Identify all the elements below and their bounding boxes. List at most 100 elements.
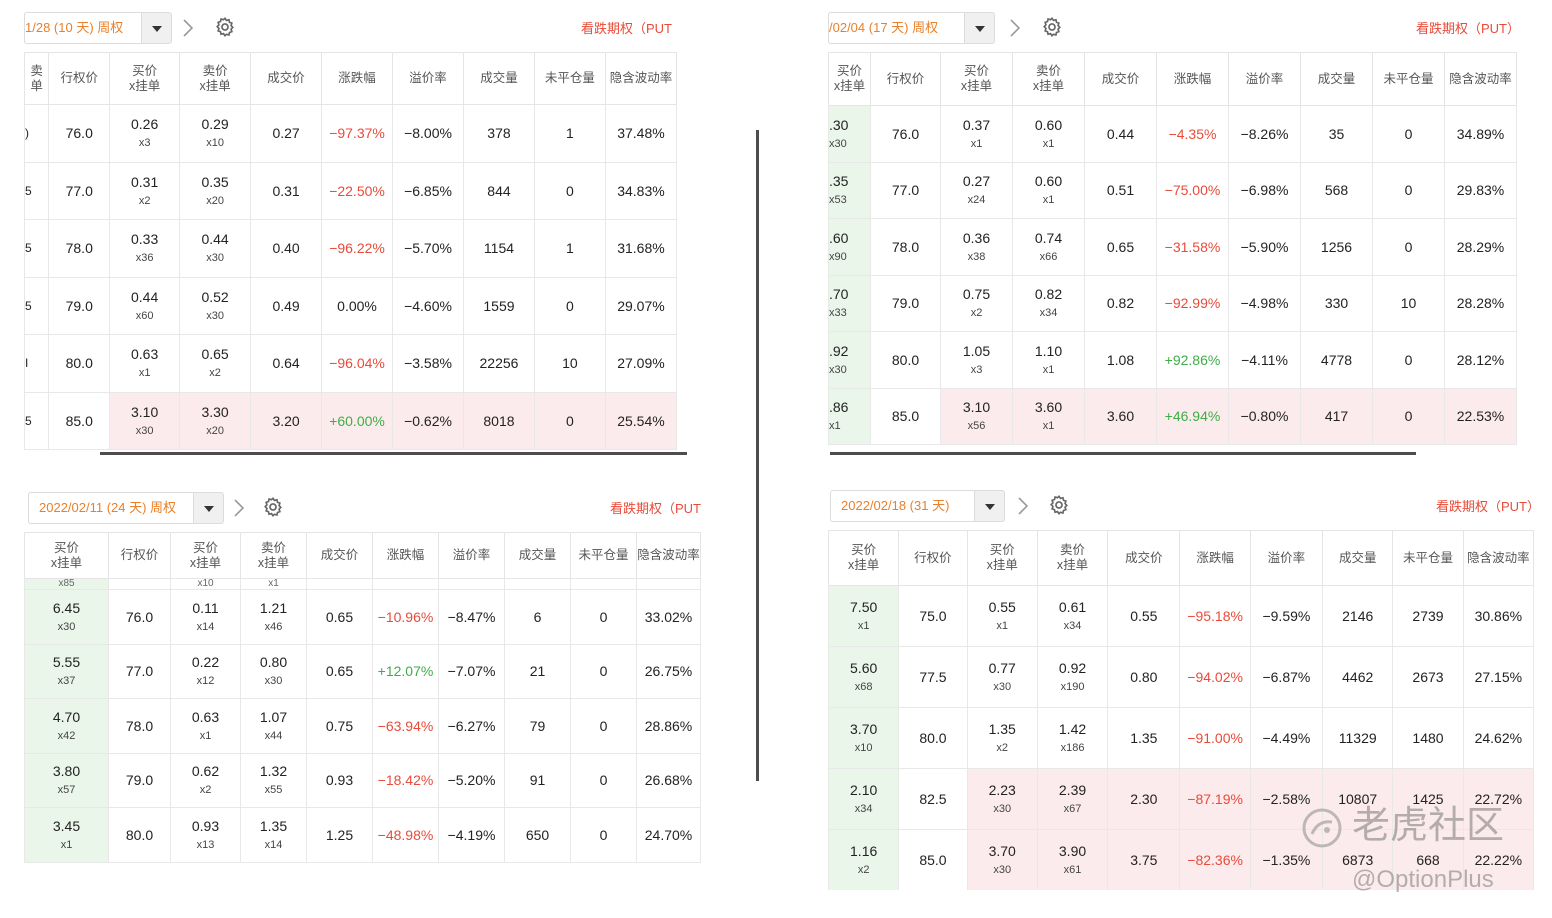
bid-cell[interactable]: 6.45 x30 (24, 589, 109, 645)
table-row[interactable]: 7.50 x1 75.0 0.55 x1 0.61 x34 0.55 −95.18% −9.59%… (828, 585, 1535, 647)
ask-cell[interactable]: 1.35 x14 (240, 807, 307, 863)
ask-cell[interactable]: 0.29 x10 (179, 104, 252, 163)
expiry-select[interactable]: /02/04 (17 天) 周权 (828, 12, 965, 44)
ask-cell[interactable]: 3.30 x20 (179, 391, 252, 450)
table-row[interactable]: .92 x30 80.0 1.05 x3 1.10 x1 1.08 +92.86% −4.11% 4… (828, 331, 1517, 389)
ask-cell[interactable]: 0.80 x30 (240, 643, 307, 699)
gear-icon[interactable] (1048, 494, 1070, 516)
bid-cell[interactable]: 0.37 x1 (940, 105, 1013, 163)
expiry-select[interactable]: 2022/02/18 (31 天) (830, 490, 976, 522)
price-value: 0.77 (988, 660, 1016, 676)
table-row[interactable]: 5 77.0 0.31 x2 0.35 x20 0.31 −22.50% −6.85% 844 0 3… (24, 161, 678, 220)
gear-icon[interactable] (1041, 16, 1063, 38)
bid-cell[interactable]: 3.80 x57 (24, 752, 109, 808)
gear-icon[interactable] (262, 496, 284, 518)
ask-cell[interactable]: 1.21 x46 (240, 589, 307, 645)
bid-cell[interactable]: 0.27 x24 (940, 161, 1013, 219)
bid-cell[interactable]: .30 x30 (828, 105, 871, 163)
bid-cell[interactable]: 0.33 x36 (109, 219, 181, 278)
ask-cell[interactable]: 2.39 x67 (1036, 768, 1109, 830)
bid-cell[interactable]: 5.55 x37 (24, 643, 109, 699)
chevron-right-icon[interactable] (179, 14, 197, 42)
order-size: x1 (60, 838, 73, 851)
bid-cell[interactable]: 3.70 x10 (828, 707, 900, 769)
bid-cell[interactable]: 5.60 x68 (828, 646, 900, 708)
table-row[interactable]: 1.16 x2 85.0 3.70 x30 3.90 x61 3.75 −82.36% −1.35… (828, 829, 1535, 890)
table-row[interactable]: 6.45 x30 76.0 0.11 x14 1.21 x46 0.65 −10.96% −8.4… (24, 589, 701, 645)
table-row[interactable]: .86 x1 85.0 3.10 x56 3.60 x1 3.60 +46.94% −0.80% 4… (828, 387, 1517, 445)
bid-cell[interactable]: 0.22 x12 (170, 643, 241, 699)
expiry-select[interactable]: 1/28 (10 天) 周权 (24, 12, 142, 44)
bid-cell[interactable]: 0.77 x30 (966, 646, 1038, 708)
bid-cell[interactable]: 0.31 x2 (109, 161, 181, 220)
bid-cell[interactable]: 0.63 x1 (109, 334, 181, 393)
table-row[interactable]: 3.80 x57 79.0 0.62 x2 1.32 x55 0.93 −18.42% −5.20… (24, 752, 701, 808)
table-row[interactable]: 4.70 x42 78.0 0.63 x1 1.07 x44 0.75 −63.94% −6.27… (24, 698, 701, 754)
table-row[interactable]: 5.60 x68 77.5 0.77 x30 0.92 x190 0.80 −94.02% −6.… (828, 646, 1535, 708)
table-row[interactable]: .70 x33 79.0 0.75 x2 0.82 x34 0.82 −92.99% −4.98%… (828, 274, 1517, 332)
table-row[interactable]: .35 x53 77.0 0.27 x24 0.60 x1 0.51 −75.00% −6.98%… (828, 161, 1517, 219)
table-row[interactable]: 2.10 x34 82.5 2.23 x30 2.39 x67 2.30 −87.19% −2.5… (828, 768, 1535, 830)
bid-cell[interactable]: 2.10 x34 (828, 768, 900, 830)
bid-cell[interactable]: 1.35 x2 (966, 707, 1038, 769)
bid-cell[interactable]: 4.70 x42 (24, 698, 109, 754)
ask-cell[interactable]: 0.92 x190 (1036, 646, 1109, 708)
ask-cell[interactable]: 0.44 x30 (179, 219, 252, 278)
table-row[interactable]: ) 76.0 0.26 x3 0.29 x10 0.27 −97.37% −8.00% 378 1 3… (24, 104, 678, 163)
gear-icon[interactable] (214, 16, 236, 38)
ask-cell[interactable]: 1.07 x44 (240, 698, 307, 754)
bid-cell[interactable]: 0.36 x38 (940, 218, 1013, 276)
ask-cell[interactable]: 0.35 x20 (179, 161, 252, 220)
bid-cell[interactable]: .35 x53 (828, 161, 871, 219)
expiry-dropdown-button[interactable] (974, 490, 1005, 522)
bid-cell[interactable]: 1.05 x3 (940, 331, 1013, 389)
expiry-dropdown-button[interactable] (193, 492, 224, 524)
bid-cell[interactable]: .92 x30 (828, 331, 871, 389)
chevron-right-icon[interactable] (230, 494, 248, 522)
bid-cell[interactable]: 7.50 x1 (828, 585, 900, 647)
ask-cell[interactable]: 0.74 x66 (1012, 218, 1085, 276)
expiry-select[interactable]: 2022/02/11 (24 天) 周权 (28, 492, 196, 524)
table-row[interactable]: I 80.0 0.63 x1 0.65 x2 0.64 −96.04% −3.58% 22256 1… (24, 334, 678, 393)
bid-cell[interactable]: 0.44 x60 (109, 276, 181, 335)
bid-cell[interactable]: 0.75 x2 (940, 274, 1013, 332)
ask-cell[interactable]: 0.60 x1 (1012, 105, 1085, 163)
bid-cell[interactable]: .86 x1 (828, 387, 871, 445)
ask-cell[interactable]: 0.52 x30 (179, 276, 252, 335)
bid-cell[interactable]: 0.62 x2 (170, 752, 241, 808)
ask-cell[interactable]: 3.60 x1 (1012, 387, 1085, 445)
table-row[interactable]: 5.55 x37 77.0 0.22 x12 0.80 x30 0.65 +12.07% −7.0… (24, 643, 701, 699)
bid-cell[interactable]: 0.11 x14 (170, 589, 241, 645)
bid-cell[interactable]: 3.70 x30 (966, 829, 1038, 890)
bid-cell[interactable]: 0.55 x1 (966, 585, 1038, 647)
ask-cell[interactable]: 1.42 x186 (1036, 707, 1109, 769)
ask-cell[interactable]: 0.60 x1 (1012, 161, 1085, 219)
bid-cell[interactable]: 1.16 x2 (828, 829, 900, 890)
expiry-dropdown-button[interactable] (141, 12, 172, 44)
bid-cell[interactable]: 0.26 x3 (109, 104, 181, 163)
bid-cell[interactable]: 3.10 x56 (940, 387, 1013, 445)
bid-cell[interactable]: .60 x90 (828, 218, 871, 276)
table-row[interactable]: 5 78.0 0.33 x36 0.44 x30 0.40 −96.22% −5.70% 1154… (24, 219, 678, 278)
ask-cell[interactable]: 0.61 x34 (1036, 585, 1109, 647)
bid-cell[interactable]: 3.45 x1 (24, 807, 109, 863)
chevron-right-icon[interactable] (1014, 492, 1032, 520)
ask-cell[interactable]: 3.90 x61 (1036, 829, 1109, 890)
table-row[interactable]: 3.70 x10 80.0 1.35 x2 1.42 x186 1.35 −91.00% −4.4… (828, 707, 1535, 769)
ask-cell[interactable]: 0.65 x2 (179, 334, 252, 393)
ask-cell[interactable]: 0.82 x34 (1012, 274, 1085, 332)
table-row[interactable]: .30 x30 76.0 0.37 x1 0.60 x1 0.44 −4.35% −8.26% 35… (828, 105, 1517, 163)
table-row[interactable]: 5 85.0 3.10 x30 3.30 x20 3.20 +60.00% −0.62% 8018… (24, 391, 678, 450)
table-row[interactable]: 3.45 x1 80.0 0.93 x13 1.35 x14 1.25 −48.98% −4.19… (24, 807, 701, 863)
ask-cell[interactable]: 1.32 x55 (240, 752, 307, 808)
ask-cell[interactable]: 1.10 x1 (1012, 331, 1085, 389)
bid-cell[interactable]: 2.23 x30 (966, 768, 1038, 830)
bid-cell[interactable]: 0.63 x1 (170, 698, 241, 754)
expiry-dropdown-button[interactable] (964, 12, 995, 44)
chevron-right-icon[interactable] (1006, 14, 1024, 42)
bid-cell[interactable]: 0.93 x13 (170, 807, 241, 863)
bid-cell[interactable]: .70 x33 (828, 274, 871, 332)
table-row[interactable]: 5 79.0 0.44 x60 0.52 x30 0.49 0.00% −4.60% 1559 0 2… (24, 276, 678, 335)
bid-cell[interactable]: 3.10 x30 (109, 391, 181, 450)
table-row[interactable]: .60 x90 78.0 0.36 x38 0.74 x66 0.65 −31.58% −5.90… (828, 218, 1517, 276)
